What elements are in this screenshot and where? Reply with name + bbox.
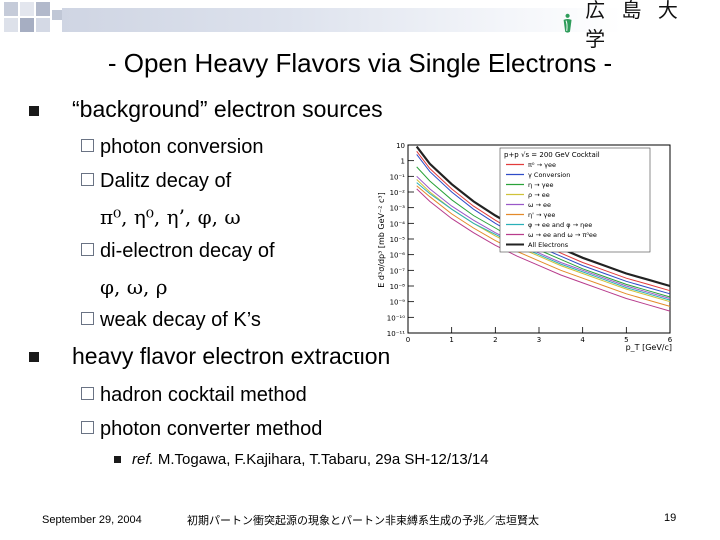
y-tick-label: 10⁻⁹ <box>390 299 406 307</box>
sub-item-weak-decay: weak decay of K’s <box>81 309 261 332</box>
legend-entry: All Electrons <box>528 241 569 249</box>
y-tick-label: 10 <box>396 142 405 150</box>
reference-label: ref. <box>132 451 154 468</box>
header-gradient <box>62 8 622 32</box>
sub-item-label: di-electron decay of <box>100 240 275 262</box>
sub-item-di-electron-decay: di-electron decay of <box>81 240 275 263</box>
x-tick-label: 6 <box>668 336 673 344</box>
legend-entry: η → γee <box>528 181 554 189</box>
legend-entry: η' → γee <box>528 211 555 219</box>
y-tick-label: 10⁻⁴ <box>390 220 406 228</box>
legend-entry: ω → ee and ω → π⁰ee <box>528 231 597 239</box>
sub-item-label: hadron cocktail method <box>100 384 307 406</box>
header-tile <box>52 10 62 20</box>
dalitz-mesons: π⁰, η⁰, η’, φ, ω <box>100 205 241 229</box>
legend-entry: ω → ee <box>528 201 551 209</box>
bullet-square-icon <box>114 456 121 463</box>
x-tick-label: 3 <box>537 336 541 344</box>
x-axis-ticks: 0 1 2 3 4 5 6 <box>406 327 673 344</box>
y-tick-label: 10⁻⁵ <box>390 236 406 244</box>
legend-entry: π⁰ → γee <box>528 161 556 169</box>
checkbox-bullet-icon <box>81 312 94 325</box>
series-line <box>416 185 671 307</box>
university-logo: 広 島 大 学 <box>562 0 692 51</box>
checkbox-bullet-icon <box>81 421 94 434</box>
checkbox-bullet-icon <box>81 139 94 152</box>
x-tick-label: 1 <box>449 336 453 344</box>
checkbox-bullet-icon <box>81 243 94 256</box>
header-tile <box>20 2 34 16</box>
bullet-heavy-flavor: heavy flavor electron extraction <box>72 343 391 369</box>
series-line <box>416 188 671 312</box>
legend-title: p+p √s = 200 GeV Cocktail <box>504 151 600 159</box>
y-tick-label: 10⁻⁷ <box>390 267 406 275</box>
y-tick-label: 10⁻⁶ <box>390 252 406 260</box>
logo-mark-icon <box>563 13 572 33</box>
sub-item-hadron-cocktail: hadron cocktail method <box>81 384 307 407</box>
y-tick-label: 10⁻¹ <box>390 173 406 181</box>
x-tick-label: 4 <box>580 336 585 344</box>
y-tick-label: 10⁻³ <box>390 205 406 213</box>
footer-date: September 29, 2004 <box>42 514 142 526</box>
sub-item-dalitz-decay: Dalitz decay of <box>81 170 231 193</box>
y-tick-label: 10⁻¹⁰ <box>387 314 405 322</box>
legend-entry: γ Conversion <box>528 171 570 179</box>
header-tile <box>36 2 50 16</box>
checkbox-bullet-icon <box>81 173 94 186</box>
y-tick-label: 10⁻¹¹ <box>387 330 405 338</box>
checkbox-bullet-icon <box>81 387 94 400</box>
bullet-square-icon <box>29 352 39 362</box>
sub-item-photon-converter: photon converter method <box>81 418 322 441</box>
reference-citation: ref. M.Togawa, F.Kajihara, T.Tabaru, 29a… <box>132 451 489 468</box>
reference-text: M.Togawa, F.Kajihara, T.Tabaru, 29a SH-1… <box>157 451 489 468</box>
sub-item-label: photon converter method <box>100 418 323 440</box>
x-tick-label: 2 <box>493 336 497 344</box>
series-line <box>416 175 671 299</box>
chart-legend: p+p √s = 200 GeV Cocktail π⁰ → γee γ Conv… <box>499 147 651 253</box>
legend-entry: φ → ee and φ → ηee <box>528 221 592 229</box>
footer-center-text: 初期パートン衝突起源の現象とパートン非束縛系生成の予兆／志垣賢太 <box>187 515 539 527</box>
y-tick-label: 10⁻⁸ <box>390 283 406 291</box>
di-electron-mesons: φ, ω, ρ <box>100 275 168 299</box>
header-tile <box>4 18 18 32</box>
legend-box <box>499 147 651 253</box>
sub-item-label: weak decay of K’s <box>100 309 261 331</box>
header-tile <box>36 18 50 32</box>
x-tick-label: 0 <box>406 336 410 344</box>
x-tick-label: 5 <box>624 336 628 344</box>
sub-item-label: photon conversion <box>100 136 264 158</box>
bullet-background-sources: “background” electron sources <box>72 96 383 122</box>
sub-item-label: Dalitz decay of <box>100 170 232 192</box>
electron-cocktail-chart: E d³σ/dp³ [mb GeV⁻² c³] 10110⁻¹10⁻²10⁻³1… <box>340 140 710 352</box>
series-line <box>416 182 671 301</box>
y-tick-label: 10⁻² <box>390 189 406 197</box>
y-tick-label: 1 <box>401 158 405 166</box>
slide-title: - Open Heavy Flavors via Single Electron… <box>107 48 613 78</box>
page-number: 19 <box>664 512 677 524</box>
y-axis-label: E d³σ/dp³ [mb GeV⁻² c³] <box>377 192 386 287</box>
header-tile <box>20 18 34 32</box>
sub-item-photon-conversion: photon conversion <box>81 136 263 159</box>
x-axis-label: p_T [GeV/c] <box>626 343 672 352</box>
bullet-square-icon <box>29 106 39 116</box>
logo-text: 広 島 大 学 <box>585 0 683 51</box>
legend-entry: ρ → ee <box>528 191 550 199</box>
header-tile <box>4 2 18 16</box>
y-axis-ticks: 10 1 10⁻¹ 10⁻² 10⁻³ 10⁻⁴ 10⁻⁵ 10⁻⁶ 10⁻⁷ 10⁻⁸ 10⁻⁹ 1… <box>387 142 414 338</box>
